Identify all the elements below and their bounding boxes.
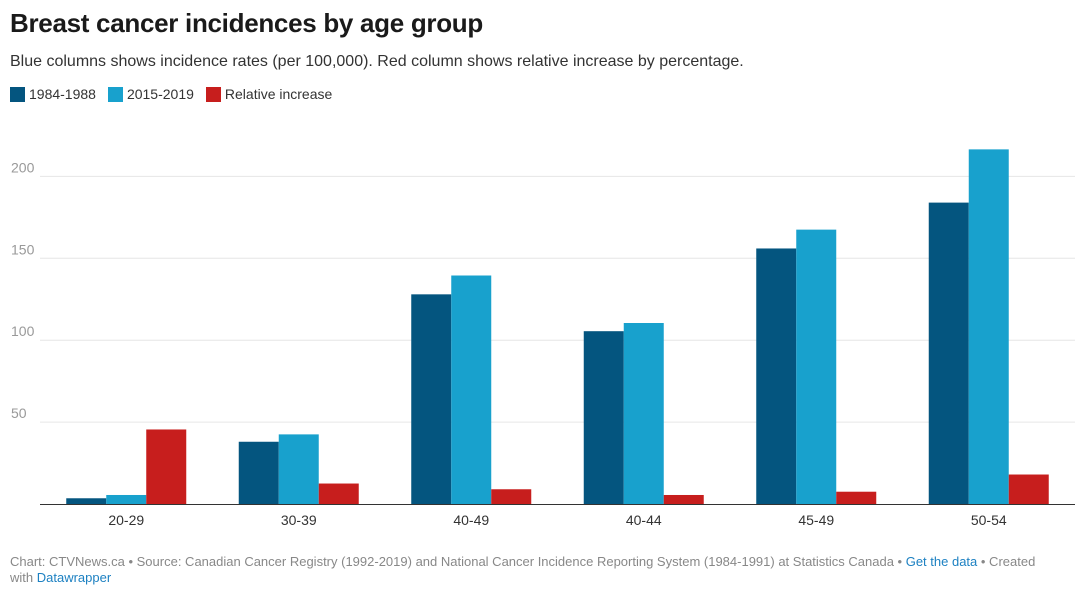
chart-footer: Chart: CTVNews.ca • Source: Canadian Can…: [10, 554, 1060, 586]
bar-20-29-relative-increase: [146, 429, 187, 504]
footer-source-text: Chart: CTVNews.ca • Source: Canadian Can…: [10, 554, 906, 569]
x-tick-label-30-39: 30-39: [281, 512, 317, 528]
bar-40-44-1984-1988: [583, 331, 624, 504]
chart-title: Breast cancer incidences by age group: [10, 8, 483, 38]
legend-label-relative-increase: Relative increase: [224, 86, 333, 102]
legend-item-2015-2019: 2015-2019: [107, 86, 194, 102]
get-the-data-link[interactable]: Get the data: [905, 554, 978, 569]
bar-40-49-relative-increase: [491, 489, 532, 504]
legend-swatch-relative-increase: [205, 86, 221, 102]
x-tick-label-40-49: 40-49: [453, 512, 489, 528]
x-tick-label-40-44: 40-44: [626, 512, 662, 528]
bar-30-39-1984-1988: [238, 441, 279, 504]
bar-45-49-2015-2019: [796, 229, 837, 504]
legend-label-1984-1988: 1984-1988: [29, 86, 96, 102]
y-tick-label-50: 50: [11, 405, 27, 421]
x-tick-label-45-49: 45-49: [798, 512, 834, 528]
bar-50-54-1984-1988: [928, 202, 969, 504]
legend-swatch-1984-1988: [10, 86, 25, 102]
bar-30-39-relative-increase: [318, 483, 359, 504]
bar-30-39-2015-2019: [278, 434, 319, 504]
bar-45-49-relative-increase: [836, 491, 877, 504]
bar-40-44-2015-2019: [623, 323, 664, 504]
y-tick-label-200: 200: [11, 159, 35, 175]
bar-45-49-1984-1988: [756, 248, 797, 504]
footer-created-text: • Created with: [10, 554, 1036, 585]
bar-40-49-1984-1988: [411, 294, 452, 504]
bar-20-29-2015-2019: [106, 494, 147, 504]
chart-subtitle: Blue columns shows incidence rates (per …: [10, 53, 744, 70]
bar-50-54-2015-2019: [968, 149, 1009, 505]
bar-20-29-1984-1988: [66, 498, 107, 504]
y-tick-label-150: 150: [11, 241, 35, 257]
legend-label-2015-2019: 2015-2019: [126, 86, 194, 102]
legend-swatch-2015-2019: [107, 86, 123, 102]
legend: 1984-1988 2015-2019 Relative increase: [10, 86, 332, 102]
bar-40-44-relative-increase: [663, 494, 704, 504]
bar-50-54-relative-increase: [1008, 474, 1049, 504]
bar-40-49-2015-2019: [451, 275, 492, 504]
x-tick-label-20-29: 20-29: [108, 512, 144, 528]
y-tick-label-100: 100: [11, 323, 35, 339]
bar-chart: 50 100 150 200 20-29 30-39 40-49 40-44 45-49 50-5…: [11, 149, 1075, 528]
legend-item-relative-increase: Relative increase: [205, 86, 333, 102]
datawrapper-link[interactable]: Datawrapper: [36, 570, 112, 585]
legend-item-1984-1988: 1984-1988: [10, 86, 96, 102]
x-tick-label-50-54: 50-54: [971, 512, 1007, 528]
